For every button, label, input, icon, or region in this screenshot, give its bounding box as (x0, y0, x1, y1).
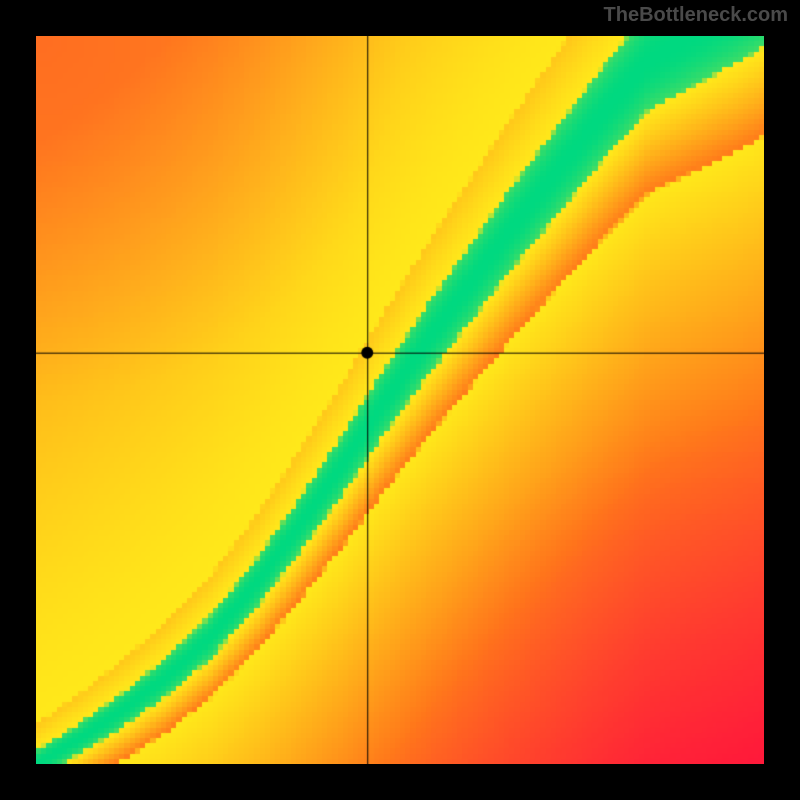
chart-container: TheBottleneck.com (0, 0, 800, 800)
heatmap-plot (36, 36, 764, 764)
attribution-label: TheBottleneck.com (604, 4, 788, 27)
heatmap-canvas (36, 36, 764, 764)
